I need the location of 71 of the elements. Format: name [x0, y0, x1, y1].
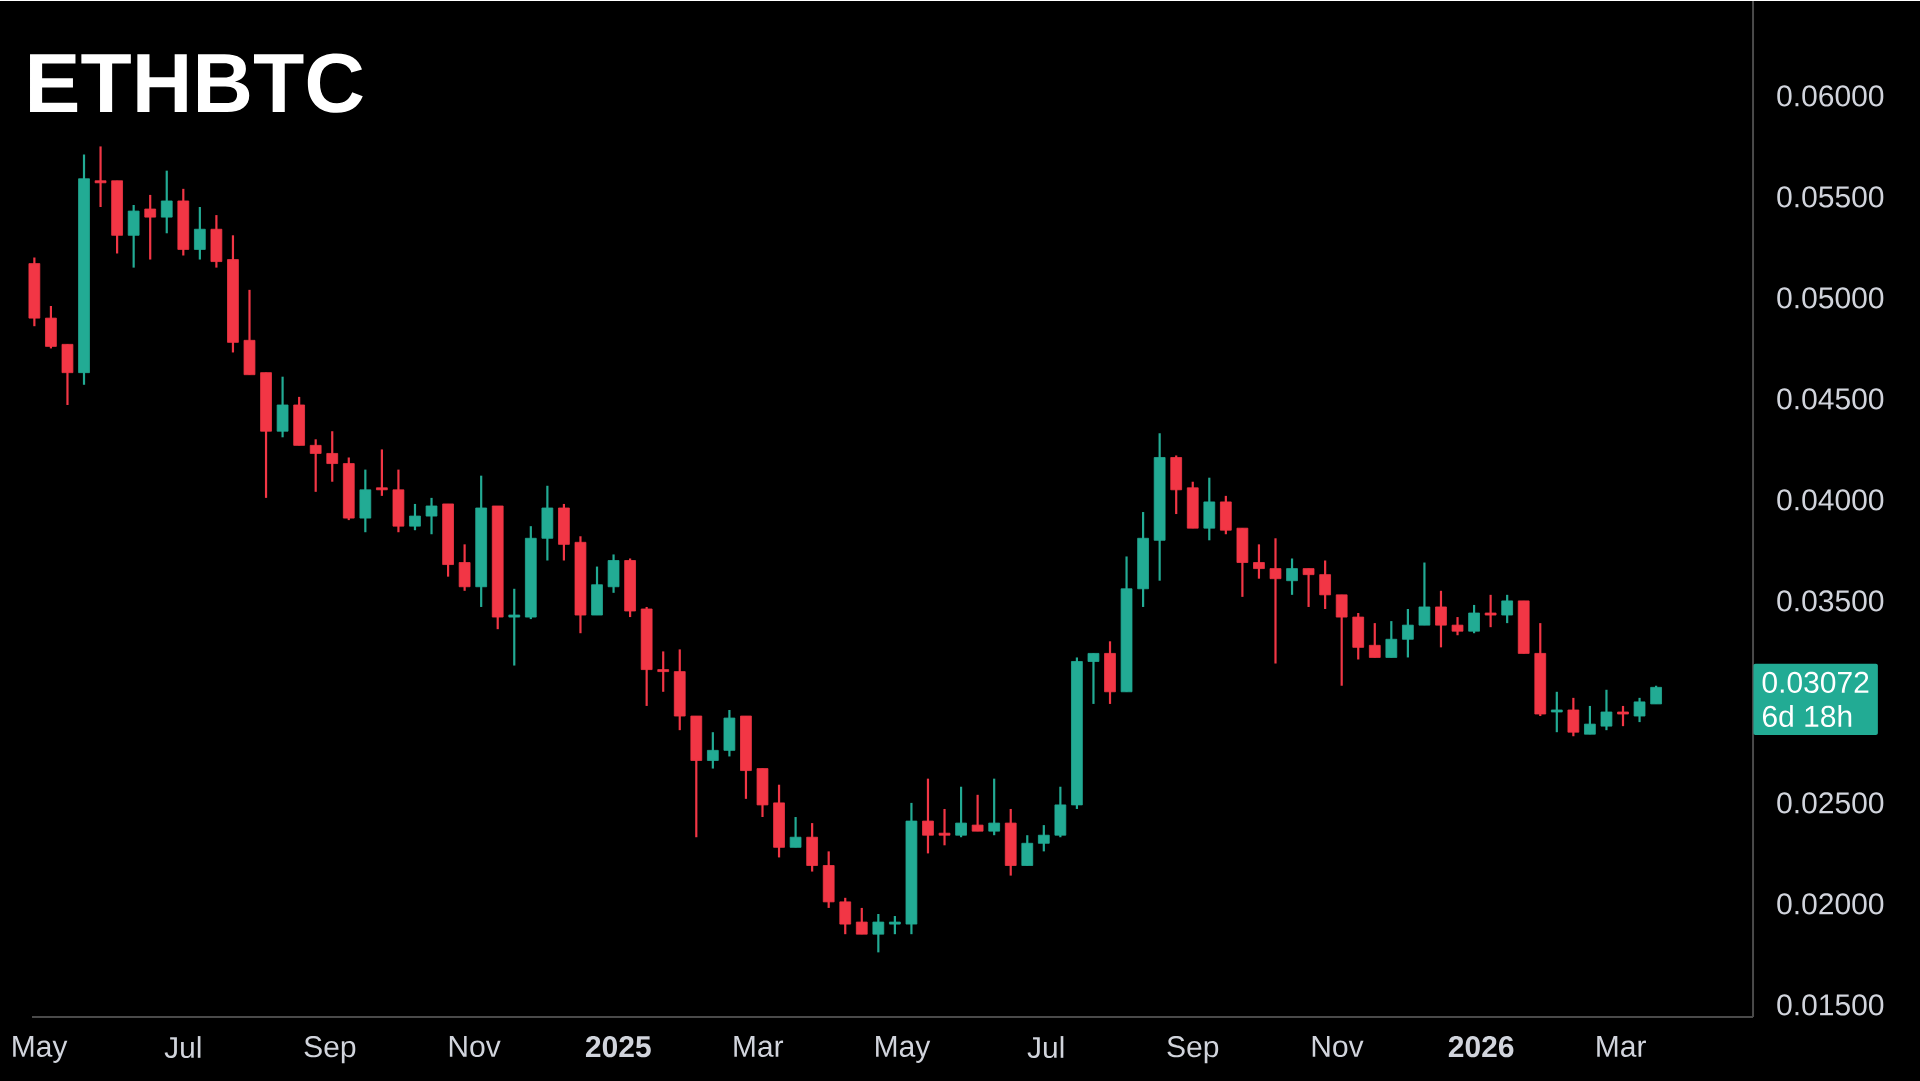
x-tick-label: May: [876, 1036, 931, 1063]
candlestick: [1567, 696, 1580, 738]
candlestick: [1335, 593, 1348, 687]
y-tick-label: 0.02000: [1777, 893, 1884, 915]
candlestick: [1633, 696, 1646, 724]
y-tick-label: 0.01500: [1777, 994, 1884, 1016]
candlestick: [1368, 622, 1381, 659]
candlestick: [1286, 557, 1298, 596]
x-tick-label: Mar: [1597, 1036, 1646, 1057]
candlestick: [326, 430, 339, 483]
candlestick: [194, 205, 206, 261]
y-tick-label: 0.04500: [1777, 388, 1884, 410]
candlestick: [425, 496, 438, 536]
text: 6d 18h: [1762, 704, 1852, 727]
candlestick: [1600, 688, 1613, 732]
candlestick: [309, 438, 322, 493]
x-tick-label: Jul: [1027, 1036, 1064, 1059]
x-tick-label: Nov: [1312, 1036, 1364, 1057]
candlestick: [376, 448, 388, 497]
candlestick: [409, 502, 421, 532]
candlestick: [1550, 690, 1563, 734]
candlestick: [789, 815, 802, 849]
candlestick: [922, 777, 934, 855]
candlestick: [707, 731, 719, 770]
candlestick: [938, 807, 951, 847]
candlestick: [988, 777, 1001, 837]
x-tick-label: 2026: [1448, 1036, 1514, 1058]
x-tick-label: Nov: [449, 1036, 501, 1057]
candlestick: [1087, 652, 1100, 706]
candlestick: [1269, 537, 1282, 665]
candlestick: [971, 793, 984, 833]
candlestick: [1418, 561, 1431, 627]
y-tick-label: 0.03500: [1777, 590, 1884, 612]
x-tick-label: May: [13, 1036, 68, 1063]
candlestick: [1584, 704, 1596, 736]
candlestick: [1435, 589, 1447, 649]
x-tick-label: Sep: [1167, 1036, 1219, 1064]
candlestick: [657, 650, 670, 693]
y-tick-label: 0.06000: [1777, 85, 1884, 107]
candlestick: [1617, 704, 1629, 728]
candlestick: [1253, 543, 1265, 580]
candlestick: [872, 912, 885, 954]
y-tick-label: 0.05000: [1777, 287, 1884, 309]
candlestick: [1319, 559, 1331, 611]
y-tick-label: 0.04000: [1777, 489, 1884, 511]
y-tick-label: 0.02500: [1777, 792, 1884, 814]
candlestick: [1402, 607, 1414, 659]
candlestick: [1501, 593, 1514, 625]
x-tick-label: Mar: [734, 1036, 784, 1057]
candlestick: [1302, 567, 1315, 609]
candlestick: [508, 587, 521, 667]
candlestick: [955, 785, 967, 839]
x-tick-label: 2025: [585, 1036, 651, 1058]
candlestick: [1484, 593, 1497, 629]
candlestick: [889, 914, 901, 936]
candlestick: [94, 145, 107, 209]
chart-title: ETHBTC: [30, 53, 363, 113]
candlestick: [1650, 684, 1662, 706]
candlestick: [1021, 834, 1034, 867]
x-tick-label: Jul: [164, 1036, 201, 1059]
candlestick: [855, 906, 868, 936]
candlestick: [1385, 620, 1398, 659]
candlestick: [160, 169, 173, 235]
x-tick-label: Sep: [304, 1036, 356, 1064]
text: 0.03072: [1762, 671, 1869, 693]
candlestick: [1451, 615, 1464, 637]
candlestick: [144, 193, 157, 261]
candlestick: [1468, 603, 1480, 635]
candlestick: [1037, 824, 1050, 853]
candlestick: [839, 896, 852, 936]
y-tick-label: 0.05500: [1777, 186, 1884, 208]
